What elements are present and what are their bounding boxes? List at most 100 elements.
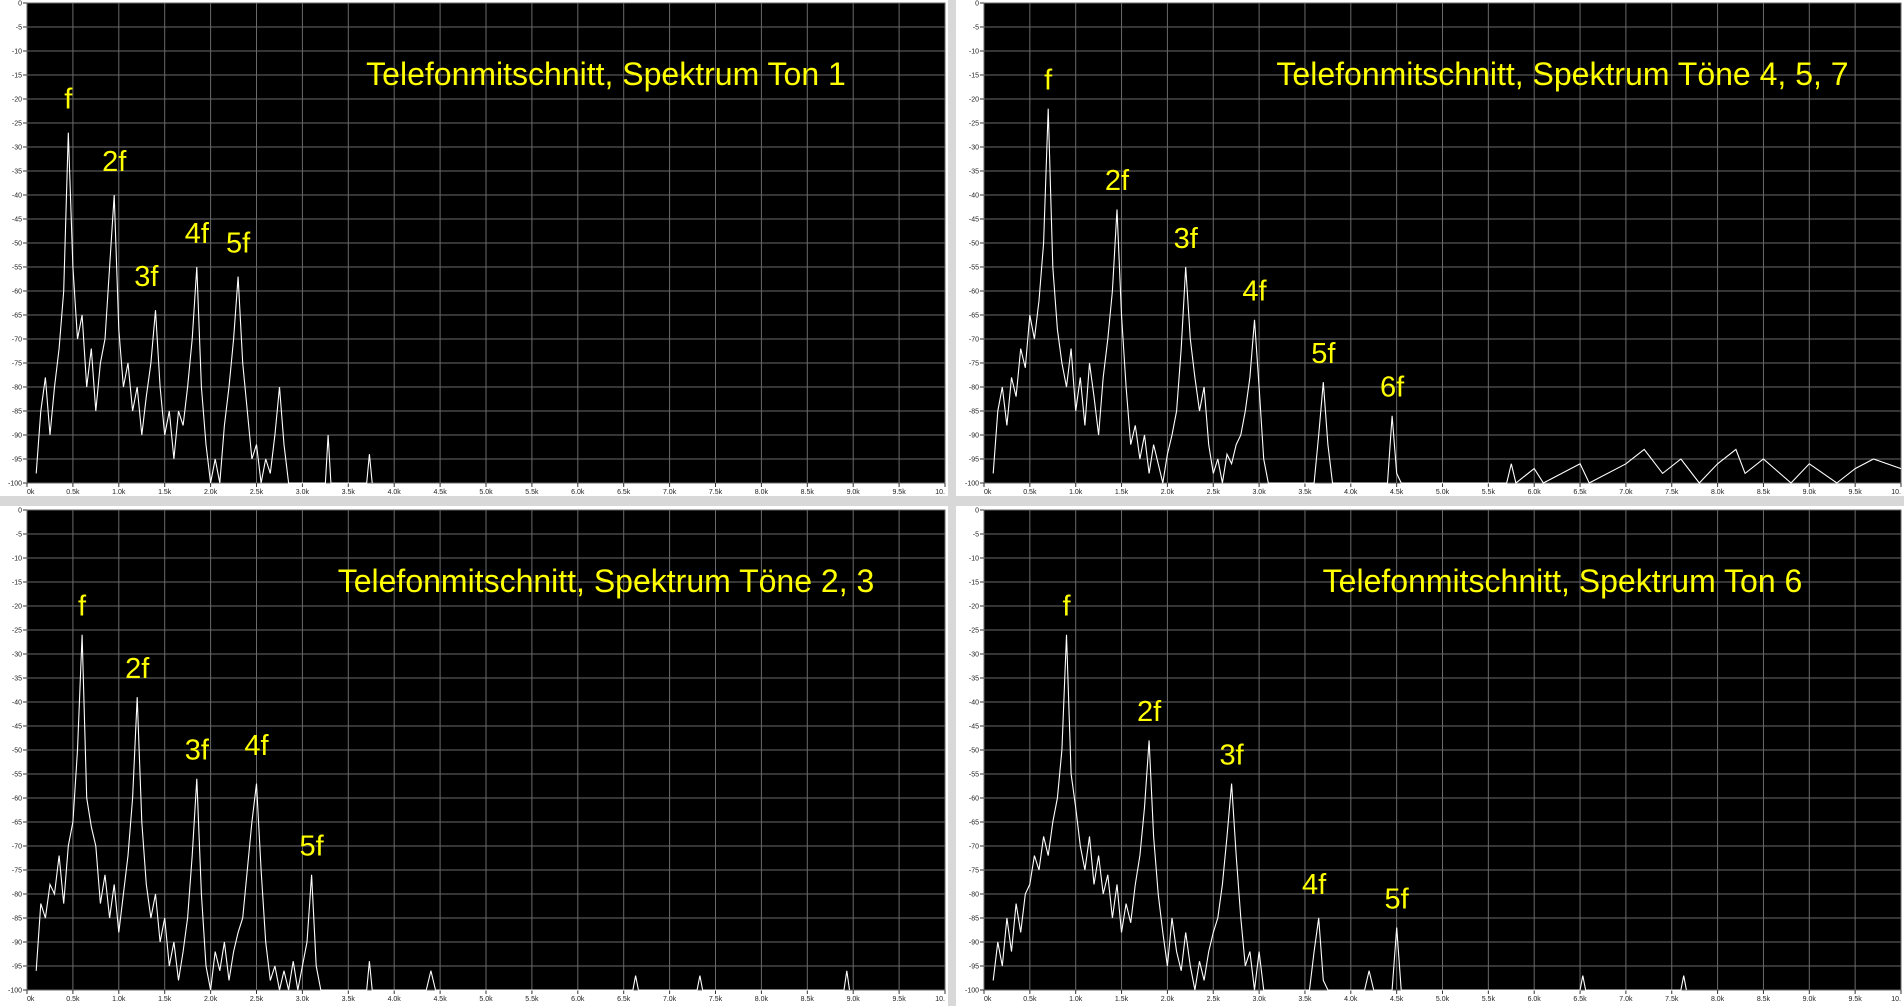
y-tick-label: -100 — [8, 988, 22, 995]
y-tick-label: -20 — [969, 604, 979, 611]
chart-title: Telefonmitschnitt, Spektrum Ton 6 — [1323, 563, 1803, 599]
x-tick-label: 7.5k — [709, 489, 723, 496]
x-tick-label: 4.5k — [433, 996, 447, 1003]
y-tick-label: -20 — [12, 97, 22, 104]
y-tick-label: -80 — [12, 385, 22, 392]
y-tick-label: -40 — [969, 193, 979, 200]
x-tick-label: 6.5k — [617, 996, 631, 1003]
y-tick-label: -25 — [12, 121, 22, 128]
x-tick-label: 10. — [935, 489, 945, 496]
x-tick-label: 5.0k — [479, 996, 493, 1003]
x-tick-label: 9.0k — [1803, 489, 1817, 496]
x-tick-label: 1.0k — [112, 489, 126, 496]
y-tick-label: -65 — [12, 313, 22, 320]
y-tick-label: -40 — [12, 700, 22, 707]
y-tick-label: -60 — [12, 796, 22, 803]
y-tick-label: -70 — [12, 844, 22, 851]
y-tick-label: -5 — [973, 25, 979, 32]
y-tick-label: -30 — [12, 145, 22, 152]
y-tick-label: -70 — [969, 844, 979, 851]
harmonic-label: 3f — [1219, 739, 1244, 771]
x-tick-label: 4.5k — [433, 489, 447, 496]
harmonic-label: 6f — [1380, 372, 1405, 404]
y-tick-label: -40 — [12, 193, 22, 200]
y-tick-label: -5 — [16, 25, 22, 32]
y-tick-label: -55 — [969, 772, 979, 779]
y-tick-label: -55 — [12, 772, 22, 779]
x-tick-label: 3.5k — [342, 996, 356, 1003]
y-tick-label: -85 — [969, 409, 979, 416]
harmonic-label: f — [1062, 591, 1071, 623]
x-tick-label: 6.0k — [1528, 996, 1542, 1003]
x-tick-label: 9.0k — [847, 996, 861, 1003]
x-tick-label: 5.0k — [1436, 996, 1450, 1003]
y-tick-label: -20 — [12, 604, 22, 611]
x-tick-label: 7.5k — [1665, 489, 1679, 496]
x-tick-label: 8.5k — [801, 489, 815, 496]
x-tick-label: 2.5k — [1207, 996, 1221, 1003]
x-tick-label: 5.0k — [1436, 489, 1450, 496]
x-tick-label: 0.5k — [66, 996, 80, 1003]
x-tick-label: 1.5k — [1115, 996, 1129, 1003]
spectrum-trace — [35, 132, 373, 484]
x-tick-label: 3.5k — [1298, 489, 1312, 496]
x-tick-label: 0k — [27, 489, 35, 496]
y-tick-label: -80 — [12, 892, 22, 899]
y-tick-label: -75 — [969, 868, 979, 875]
y-tick-label: -15 — [969, 580, 979, 587]
y-tick-label: -80 — [969, 385, 979, 392]
harmonic-label: 2f — [125, 653, 150, 685]
y-tick-label: -50 — [12, 748, 22, 755]
x-tick-label: 3.5k — [1298, 996, 1312, 1003]
x-tick-label: 7.0k — [663, 489, 677, 496]
y-tick-label: -45 — [12, 217, 22, 224]
harmonic-label: 5f — [1311, 338, 1336, 370]
y-tick-label: -60 — [12, 289, 22, 296]
x-tick-label: 9.5k — [1849, 489, 1863, 496]
y-tick-label: -80 — [969, 892, 979, 899]
y-tick-label: -85 — [969, 916, 979, 923]
y-tick-label: -95 — [12, 964, 22, 971]
x-tick-label: 1.0k — [1069, 489, 1083, 496]
y-tick-label: -10 — [969, 49, 979, 56]
y-tick-label: -25 — [12, 628, 22, 635]
harmonic-label: 5f — [226, 228, 251, 260]
x-tick-label: 8.0k — [755, 489, 769, 496]
x-tick-label: 7.0k — [663, 996, 677, 1003]
x-tick-label: 10. — [1891, 489, 1901, 496]
harmonic-label: f — [1044, 64, 1053, 96]
y-tick-label: -30 — [969, 145, 979, 152]
harmonic-label: 5f — [299, 831, 324, 863]
y-tick-label: -10 — [969, 556, 979, 563]
y-tick-label: -5 — [16, 532, 22, 539]
harmonic-label: 4f — [1242, 276, 1267, 308]
chart-title: Telefonmitschnitt, Spektrum Ton 1 — [366, 56, 846, 92]
x-tick-label: 3.0k — [1252, 489, 1266, 496]
x-tick-label: 5.5k — [525, 489, 539, 496]
harmonic-label: f — [64, 84, 73, 116]
x-tick-label: 4.0k — [1344, 489, 1358, 496]
x-tick-label: 2.0k — [1161, 996, 1175, 1003]
y-tick-label: -15 — [12, 73, 22, 80]
y-tick-label: -45 — [969, 217, 979, 224]
x-tick-label: 8.0k — [1711, 489, 1725, 496]
y-tick-label: -90 — [12, 433, 22, 440]
x-tick-label: 0k — [984, 996, 992, 1003]
y-tick-label: -35 — [969, 676, 979, 683]
harmonic-label: 4f — [244, 730, 269, 762]
y-tick-label: -100 — [965, 988, 979, 995]
x-tick-label: 7.0k — [1619, 489, 1633, 496]
y-tick-label: -65 — [12, 820, 22, 827]
x-tick-label: 2.5k — [250, 996, 264, 1003]
x-tick-label: 5.5k — [525, 996, 539, 1003]
x-tick-label: 6.5k — [617, 489, 631, 496]
y-tick-label: -35 — [969, 169, 979, 176]
x-tick-label: 8.5k — [1757, 996, 1771, 1003]
x-tick-label: 1.0k — [1069, 996, 1083, 1003]
y-tick-label: -40 — [969, 700, 979, 707]
x-tick-label: 9.5k — [892, 996, 906, 1003]
x-tick-label: 0k — [984, 489, 992, 496]
y-tick-label: -25 — [969, 121, 979, 128]
y-tick-label: -95 — [12, 457, 22, 464]
